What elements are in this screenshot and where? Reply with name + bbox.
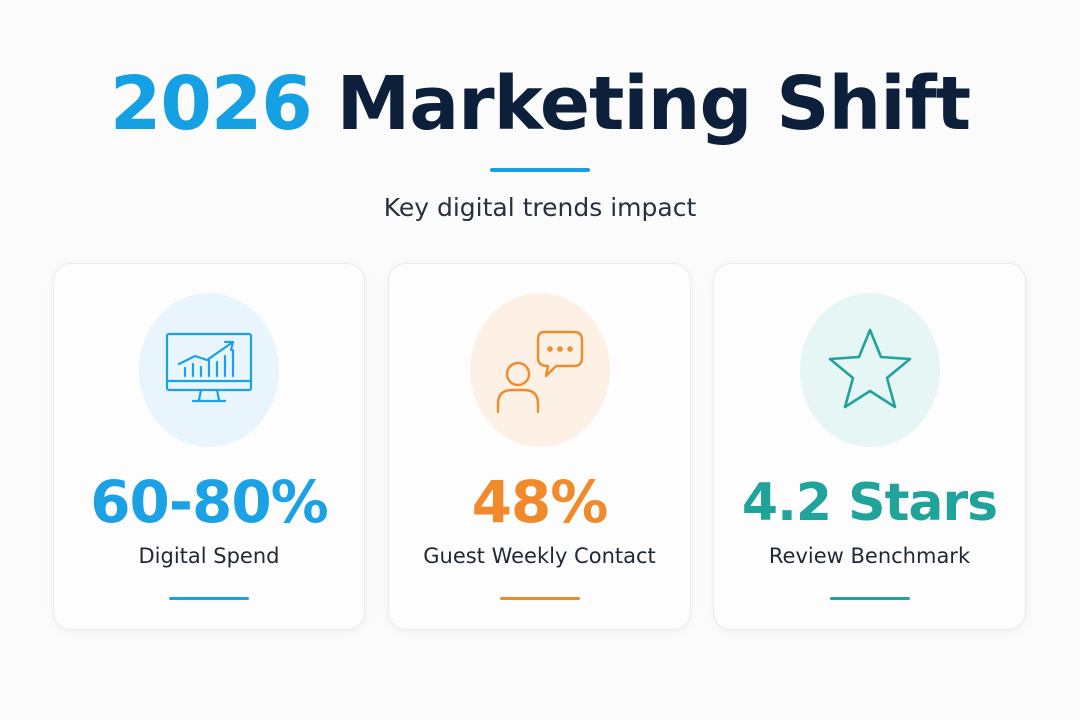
card-underline (169, 597, 249, 600)
stat-card-review-benchmark: 4.2 Stars Review Benchmark (713, 263, 1026, 630)
stat-label: Guest Weekly Contact (423, 544, 656, 568)
title-text: Marketing Shift (336, 61, 972, 147)
title-year: 2026 (109, 61, 313, 147)
monitor-growth-chart-icon (165, 332, 253, 403)
card-underline (829, 597, 910, 600)
icon-circle (799, 293, 940, 447)
stat-card-digital-spend: 60-80% Digital Spend (53, 263, 365, 630)
icon-circle (469, 293, 610, 447)
stat-value: 60-80% (90, 468, 329, 536)
title-underline (490, 168, 590, 172)
star-icon (828, 328, 911, 409)
card-underline (499, 597, 580, 600)
page-title: 2026 Marketing Shift (0, 61, 1080, 147)
stat-value: 48% (471, 468, 609, 536)
icon-circle (139, 293, 279, 447)
stat-label: Digital Spend (138, 544, 280, 568)
stat-value: 4.2 Stars (741, 473, 998, 533)
subtitle: Key digital trends impact (383, 193, 697, 222)
person-chat-bubble-icon (496, 330, 583, 414)
stat-label: Review Benchmark (768, 544, 971, 568)
stat-card-guest-contact: 48% Guest Weekly Contact (388, 263, 691, 630)
